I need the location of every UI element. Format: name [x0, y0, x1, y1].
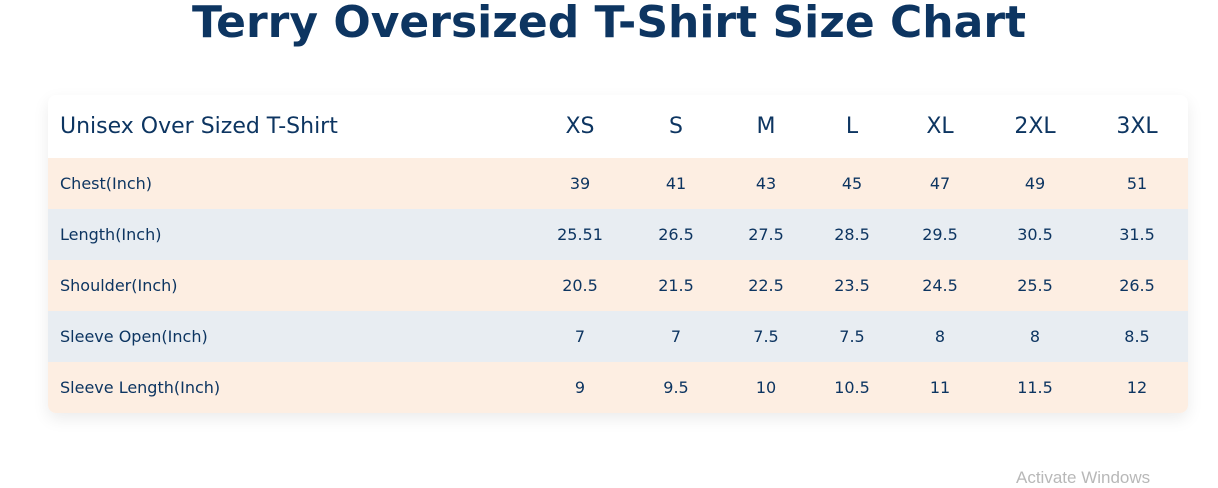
title: Terry Oversized T-Shirt Size Chart — [191, 0, 1027, 48]
measure-value: 21.5 — [658, 276, 694, 295]
measure-value: 22.5 — [748, 276, 784, 295]
measure-value: 30.5 — [1017, 225, 1053, 244]
measure-value: 8 — [934, 327, 946, 346]
measure-value: 7.5 — [753, 327, 779, 346]
size-header: 2XL — [1014, 114, 1056, 139]
measure-label: Length(Inch) — [60, 225, 162, 244]
measure-value: 7 — [670, 327, 682, 346]
measure-value: 47 — [929, 174, 951, 193]
measure-row: Sleeve Open(Inch) 7 7 7.5 7.5 8 8 8.5 — [48, 311, 1188, 362]
measure-value: 7 — [574, 327, 586, 346]
measure-label: Chest(Inch) — [60, 174, 153, 193]
header-row: Unisex Over Sized T-Shirt XS S M L XL 2XL 3XL — [48, 95, 1188, 158]
measure-value: 10.5 — [834, 378, 870, 397]
size-header: XS — [565, 114, 595, 139]
size-header: M — [756, 114, 776, 139]
measure-value: 45 — [841, 174, 863, 193]
size-header: XL — [926, 114, 954, 139]
measure-value: 39 — [569, 174, 591, 193]
measure-value: 28.5 — [834, 225, 870, 244]
measure-value: 43 — [755, 174, 777, 193]
measure-value: 26.5 — [1119, 276, 1155, 295]
measure-value: 11.5 — [1017, 378, 1053, 397]
measure-value: 49 — [1024, 174, 1046, 193]
measure-value: 29.5 — [922, 225, 958, 244]
measure-value: 9 — [574, 378, 586, 397]
size-card: Unisex Over Sized T-Shirt XS S M L XL 2XL 3XL C… — [48, 95, 1188, 413]
measure-value: 9.5 — [663, 378, 689, 397]
size-header: L — [845, 114, 859, 139]
measure-value: 25.51 — [557, 225, 603, 244]
measure-row: Shoulder(Inch) 20.5 21.5 22.5 23.5 24.5 25.5 26… — [48, 260, 1188, 311]
measure-value: 7.5 — [839, 327, 865, 346]
measure-value: 26.5 — [658, 225, 694, 244]
size-header: S — [669, 114, 683, 139]
watermark: Activate Windows — [1016, 468, 1151, 487]
size-table: Unisex Over Sized T-Shirt XS S M L XL 2XL 3XL C… — [48, 95, 1188, 413]
measure-value: 25.5 — [1017, 276, 1053, 295]
measure-row: Length(Inch) 25.51 26.5 27.5 28.5 29.5 30.5 31.… — [48, 209, 1188, 260]
measure-value: 20.5 — [562, 276, 598, 295]
measure-row: Sleeve Length(Inch) 9 9.5 10 10.5 11 11.5 12 — [48, 362, 1188, 413]
measure-value: 8 — [1029, 327, 1041, 346]
measure-value: 51 — [1126, 174, 1148, 193]
measure-value: 31.5 — [1119, 225, 1155, 244]
measure-value: 10 — [755, 378, 777, 397]
measure-label: Sleeve Length(Inch) — [60, 378, 221, 397]
measure-value: 24.5 — [922, 276, 958, 295]
table-heading: Unisex Over Sized T-Shirt — [60, 114, 338, 139]
measure-value: 41 — [665, 174, 687, 193]
measure-label: Sleeve Open(Inch) — [60, 327, 208, 346]
measure-value: 11 — [929, 378, 951, 397]
measure-value: 27.5 — [748, 225, 784, 244]
measure-row: Chest(Inch) 39 41 43 45 47 49 51 — [48, 158, 1188, 209]
size-header: 3XL — [1116, 114, 1158, 139]
measure-value: 12 — [1126, 378, 1148, 397]
measure-label: Shoulder(Inch) — [60, 276, 178, 295]
measure-value: 23.5 — [834, 276, 870, 295]
measure-value: 8.5 — [1124, 327, 1150, 346]
